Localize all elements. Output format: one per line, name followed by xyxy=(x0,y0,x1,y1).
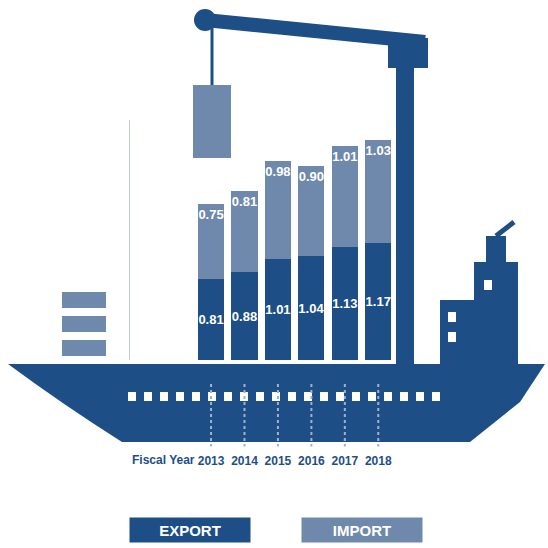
svg-text:2013: 2013 xyxy=(198,454,225,468)
svg-text:2018: 2018 xyxy=(365,454,392,468)
svg-text:2017: 2017 xyxy=(331,454,358,468)
svg-text:2015: 2015 xyxy=(265,454,292,468)
svg-text:1.04: 1.04 xyxy=(298,301,324,316)
svg-text:0.88: 0.88 xyxy=(232,309,257,324)
svg-text:1.17: 1.17 xyxy=(366,294,391,309)
svg-text:1.01: 1.01 xyxy=(332,149,357,164)
svg-text:0.98: 0.98 xyxy=(265,164,290,179)
svg-text:0.81: 0.81 xyxy=(232,194,257,209)
svg-text:1.03: 1.03 xyxy=(366,143,391,158)
svg-text:IMPORT: IMPORT xyxy=(333,522,391,539)
svg-text:2014: 2014 xyxy=(231,454,258,468)
svg-text:Fiscal Year: Fiscal Year xyxy=(132,453,195,467)
svg-text:0.75: 0.75 xyxy=(198,207,223,222)
svg-text:1.13: 1.13 xyxy=(332,296,357,311)
svg-text:0.81: 0.81 xyxy=(198,312,223,327)
svg-text:EXPORT: EXPORT xyxy=(159,522,221,539)
svg-text:2016: 2016 xyxy=(298,454,325,468)
svg-text:1.01: 1.01 xyxy=(265,302,290,317)
svg-text:0.90: 0.90 xyxy=(299,169,324,184)
